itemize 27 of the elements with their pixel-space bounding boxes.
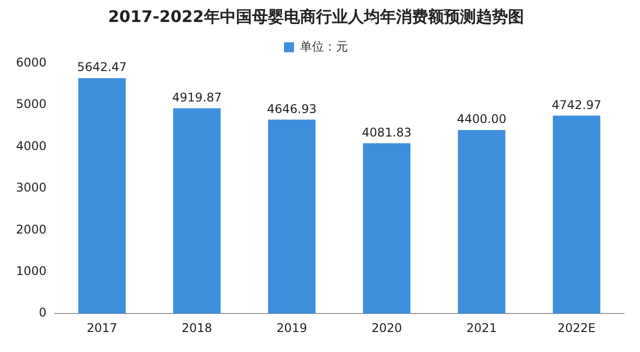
text: 5642.47 [77,60,127,74]
text: 4742.97 [552,98,602,112]
y-tick-label: 5000 [16,97,47,112]
x-tick-label: 2020 [371,320,402,335]
bar [78,78,126,314]
bar [552,116,600,314]
y-tick-label: 6000 [16,55,47,70]
bar [173,108,221,314]
y-tick-label: 1000 [16,264,47,278]
x-tick-label: 2017 [86,320,118,335]
legend-label: 单位：元 [300,39,348,54]
bar [458,130,506,314]
text: 4400.00 [456,112,506,126]
y-tick-label: 4000 [16,138,47,153]
text: 4919.87 [172,90,222,104]
bar [362,143,410,314]
x-tick-label: 2018 [182,320,212,335]
x-tick-label: 2022E [557,320,596,335]
y-tick-label: 0 [38,306,47,320]
chart-title: 2017-2022年中国母婴电商行业人均年消费额预测趋势图 [108,6,524,26]
x-tick-label: 2021 [466,320,497,335]
text: 4646.93 [267,102,317,116]
text: 4081.83 [362,125,412,140]
x-tick-label: 2019 [276,320,308,335]
bar [268,120,316,314]
y-tick-label: 2000 [16,222,47,236]
y-tick-label: 3000 [16,180,47,195]
